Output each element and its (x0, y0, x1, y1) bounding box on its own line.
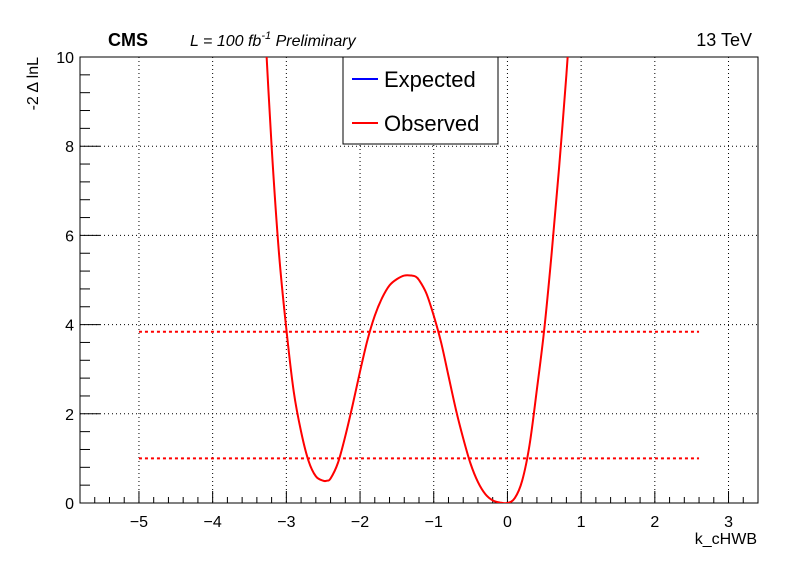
lumi-prefix: L = 100 fb (190, 33, 261, 50)
x-tick-labels: −5 −4 −3 −2 −1 0 1 2 3 (130, 514, 733, 531)
energy-label: 13 TeV (696, 30, 752, 50)
axis-ticks (79, 56, 759, 504)
x-tick-label: 1 (577, 514, 586, 531)
x-tick-label: 0 (503, 514, 512, 531)
y-tick-label: 2 (65, 407, 74, 424)
cms-label: CMS (108, 30, 148, 50)
y-tick-label: 10 (56, 50, 74, 67)
y-tick-label: 4 (65, 318, 74, 335)
y-tick-label: 8 (65, 139, 74, 156)
series-line-observed (265, 57, 569, 503)
grid-lines (80, 56, 758, 504)
series-curves (265, 57, 569, 503)
y-tick-label: 6 (65, 228, 74, 245)
x-axis-title: k_cHWB (695, 531, 757, 548)
y-axis-title: -2 Δ lnL (25, 57, 42, 110)
x-tick-label: −1 (425, 514, 443, 531)
x-tick-label: 3 (724, 514, 733, 531)
legend-box (342, 56, 499, 145)
legend-label-expected: Expected (384, 67, 476, 92)
y-tick-label: 0 (65, 496, 74, 513)
x-tick-label: −3 (277, 514, 295, 531)
x-tick-label: 2 (650, 514, 659, 531)
x-tick-label: −5 (130, 514, 148, 531)
legend: Expected Observed (342, 56, 499, 145)
luminosity-label: L = 100 fb-1 Preliminary (190, 30, 357, 50)
x-tick-label: −4 (204, 514, 222, 531)
legend-label-observed: Observed (384, 111, 479, 136)
lumi-exponent: -1 (261, 30, 271, 42)
x-tick-label: −2 (351, 514, 369, 531)
y-tick-labels: 0 2 4 6 8 10 (56, 50, 74, 513)
status-label: Preliminary (276, 33, 357, 50)
